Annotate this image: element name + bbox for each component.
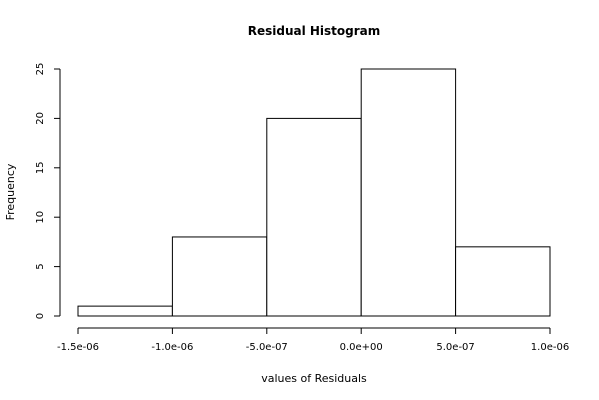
y-axis: 0 5 10 15 20 25 — [35, 63, 61, 319]
y-axis-label: Frequency — [4, 163, 17, 220]
x-tick-label: -1.0e-06 — [151, 342, 193, 353]
histogram-bar-4 — [360, 68, 457, 317]
x-tick-label: 5.0e-07 — [436, 342, 474, 353]
y-tick-label: 10 — [35, 211, 46, 224]
y-tick-label: 5 — [35, 263, 46, 269]
y-tick-label: 25 — [35, 63, 46, 76]
histogram-bar-1 — [77, 305, 173, 317]
x-tick-label: 0.0e+00 — [340, 342, 383, 353]
y-tick-label: 15 — [35, 161, 46, 174]
y-tick-label: 20 — [35, 112, 46, 125]
y-tick-label: 0 — [35, 313, 46, 319]
x-axis-label: values of Residuals — [261, 372, 367, 385]
x-tick-label: -5.0e-07 — [246, 342, 288, 353]
bars-group — [77, 68, 551, 317]
chart-title: Residual Histogram — [248, 24, 381, 38]
histogram-bar-2 — [171, 236, 268, 317]
histogram-bar-5 — [455, 246, 551, 317]
x-axis: -1.5e-06 -1.0e-06 -5.0e-07 0.0e+00 5.0e-07 1.… — [57, 327, 569, 353]
x-tick-label: 1.0e-06 — [531, 342, 569, 353]
x-tick-label: -1.5e-06 — [57, 342, 99, 353]
histogram-bar-3 — [266, 117, 362, 317]
